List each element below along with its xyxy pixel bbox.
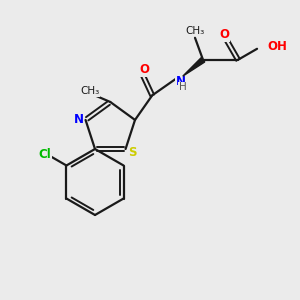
Text: CH₃: CH₃: [185, 26, 205, 36]
Text: O: O: [219, 28, 229, 41]
Text: H: H: [179, 82, 187, 92]
Text: Cl: Cl: [38, 148, 51, 161]
Polygon shape: [183, 58, 205, 76]
Text: CH₃: CH₃: [80, 86, 100, 96]
Text: O: O: [139, 63, 149, 76]
Text: N: N: [74, 113, 84, 126]
Text: OH: OH: [267, 40, 287, 53]
Text: N: N: [176, 75, 186, 88]
Text: S: S: [128, 146, 137, 158]
